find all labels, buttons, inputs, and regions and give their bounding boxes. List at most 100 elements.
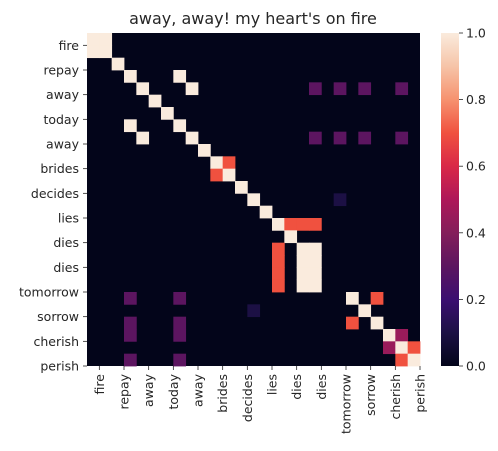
colorbar-tick-label: 1.0 [466,26,486,41]
heatmap-cell [87,33,100,46]
y-tick-label: perish [40,359,79,374]
y-tick-label: repay [43,63,79,78]
colorbar-tick-label: 0.2 [466,292,486,307]
colorbar-tick-label: 0.6 [466,159,486,174]
y-tick-label: tomorrow [19,285,79,300]
heatmap-cell [309,255,322,268]
heatmap-cell [333,82,347,96]
x-tick-label: tomorrow [339,374,354,434]
heatmap-cell [198,144,211,157]
heatmap-cell [395,341,409,355]
heatmap-cell [173,316,187,330]
y-tick-label: fire [59,38,80,53]
heatmap-cell [272,279,285,293]
heatmap-cell [173,353,187,367]
heatmap-cell [111,57,125,71]
heatmap-cell [124,292,137,305]
heatmap-cell [333,131,347,145]
x-tick-label: perish [413,374,428,413]
heatmap-cell [173,329,187,342]
x-tick-label: away [141,373,156,407]
heatmap-cell [358,131,372,145]
x-tick-label: dies [314,374,329,400]
heatmap-cell [185,82,199,96]
heatmap-cell [124,70,137,83]
y-tick-label: sorrow [37,309,79,324]
heatmap-cell [235,181,248,194]
heatmap-cell [333,193,347,207]
colorbar-gradient [441,33,459,366]
y-tick-label: lies [58,211,79,226]
x-tick-label: today [166,373,181,409]
colorbar-ticks: 0.0 0.2 0.4 0.6 0.8 1.0 [459,26,486,374]
heatmap-cell [124,353,137,367]
heatmap-cell [284,218,298,231]
heatmap-cell [185,131,199,145]
x-tick-label: dies [289,374,304,400]
heatmap-cell [309,267,322,281]
heatmap-cells [87,33,421,367]
x-tick-label: lies [265,374,280,395]
heatmap-cell [124,329,137,342]
heatmap-cell [395,329,409,342]
heatmap-cell [309,279,322,293]
heatmap-cell [407,353,421,367]
heatmap-cell [161,107,174,120]
colorbar-tick-label: 0.4 [466,225,486,240]
y-tick-label: away [46,137,80,152]
heatmap-cell [346,316,359,330]
y-axis-ticks: fire repay away today away brides decides lies d… [19,38,87,374]
x-tick-label: decides [240,374,255,422]
chart-title: away, away! my heart's on fire [129,9,377,28]
heatmap-cell [148,94,162,108]
heatmap-cell [136,131,150,145]
heatmap-cell [309,242,322,256]
y-tick-label: decides [31,186,79,201]
heatmap-cell [272,242,285,256]
heatmap-cell [358,82,372,96]
colorbar: 0.0 0.2 0.4 0.6 0.8 1.0 [441,26,486,374]
heatmap-cell [395,82,409,96]
heatmap-cell [173,119,187,133]
heatmap-cell [173,292,187,305]
heatmap-cell [370,316,384,330]
heatmap-cell [296,255,310,268]
x-tick-label: sorrow [363,374,378,416]
x-tick-label: cherish [388,374,403,420]
x-tick-label: repay [117,373,132,409]
heatmap-cell [383,341,396,355]
heatmap-cell [309,131,322,145]
colorbar-tick-label: 0.8 [466,92,486,107]
x-tick-label: away [191,373,206,407]
heatmap-cell [309,218,322,231]
y-tick-label: brides [40,161,79,176]
heatmap-cell [210,156,224,170]
colorbar-tick-label: 0.0 [466,359,486,374]
heatmap-cell [383,329,396,342]
heatmap-cell [222,168,236,182]
heatmap-cell [124,119,137,133]
heatmap-cell [309,82,322,96]
heatmap-cell [99,33,113,46]
heatmap-cell [124,316,137,330]
heatmap-cell [210,168,224,182]
heatmap-cell [395,353,409,367]
x-tick-label: brides [215,374,230,413]
heatmap-cell [247,304,261,318]
heatmap-cell [358,304,372,318]
heatmap-cell [272,218,285,231]
heatmap-cell [222,156,236,170]
y-tick-label: away [46,87,80,102]
heatmap-cell [99,45,113,59]
heatmap-cell [346,292,359,305]
heatmap-cell [247,193,261,207]
heatmap-cell [370,292,384,305]
heatmap-cell [272,255,285,268]
heatmap-cell [395,131,409,145]
heatmap-cell [272,267,285,281]
heatmap-cell [296,279,310,293]
heatmap-cell [173,70,187,83]
heatmap-cell [296,218,310,231]
y-tick-label: today [43,112,79,127]
